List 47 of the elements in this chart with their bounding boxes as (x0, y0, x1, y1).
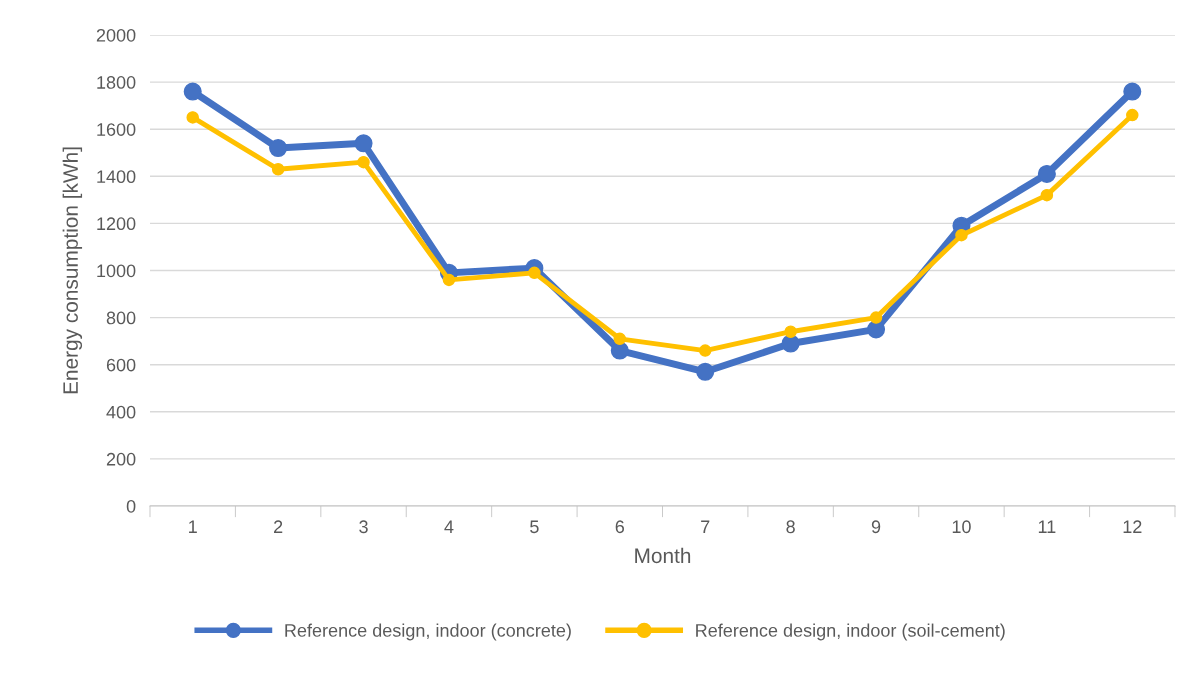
y-tick-label: 400 (106, 405, 136, 419)
point (613, 332, 627, 346)
point (698, 344, 712, 357)
y-tick-label: 1600 (97, 123, 136, 136)
y-tick-label: 1200 (97, 217, 136, 231)
x-tick-label: 5 (530, 520, 539, 534)
point (269, 139, 288, 158)
y-tick-label: 0 (126, 499, 136, 513)
x-axis-title: Month (635, 547, 691, 564)
y-axis-title: Energy consumption [kWh] (62, 147, 83, 394)
x-tick-label: 8 (786, 520, 795, 534)
x-tick-label: 10 (952, 520, 971, 534)
point (186, 111, 199, 124)
legend-label: Reference design, indoor (concrete) (285, 623, 571, 641)
point (1040, 188, 1054, 202)
x-tick-label: 9 (871, 520, 881, 534)
point (955, 228, 968, 242)
x-tick-label: 12 (1123, 520, 1142, 533)
x-tick-label: 3 (359, 520, 368, 534)
x-tick-label: 6 (615, 520, 625, 534)
point (354, 134, 373, 153)
y-tick-label: 600 (106, 358, 136, 372)
y-tick-label: 200 (106, 452, 136, 466)
y-tick-label: 1400 (97, 170, 136, 184)
point (610, 341, 629, 360)
x-tick-label: 2 (274, 520, 283, 533)
point (442, 273, 456, 287)
point (1126, 108, 1139, 122)
y-tick-label: 2000 (96, 28, 136, 42)
point (1037, 164, 1056, 183)
point (528, 266, 541, 280)
point (696, 362, 715, 381)
y-tick-label: 1000 (97, 264, 136, 278)
legend-label: Reference design, indoor (soil-cement) (696, 623, 1005, 641)
x-tick-label: 1 (189, 520, 197, 533)
y-tick-label: 800 (106, 311, 136, 325)
y-tick-label: 1800 (97, 76, 136, 89)
point (869, 311, 883, 324)
x-tick-label: 7 (701, 520, 710, 533)
point (867, 320, 886, 339)
point (1123, 82, 1142, 101)
point (183, 82, 202, 101)
x-tick-label: 11 (1038, 520, 1056, 533)
point (357, 155, 370, 169)
point (271, 162, 285, 176)
point (784, 325, 797, 338)
x-tick-label: 4 (444, 520, 454, 533)
